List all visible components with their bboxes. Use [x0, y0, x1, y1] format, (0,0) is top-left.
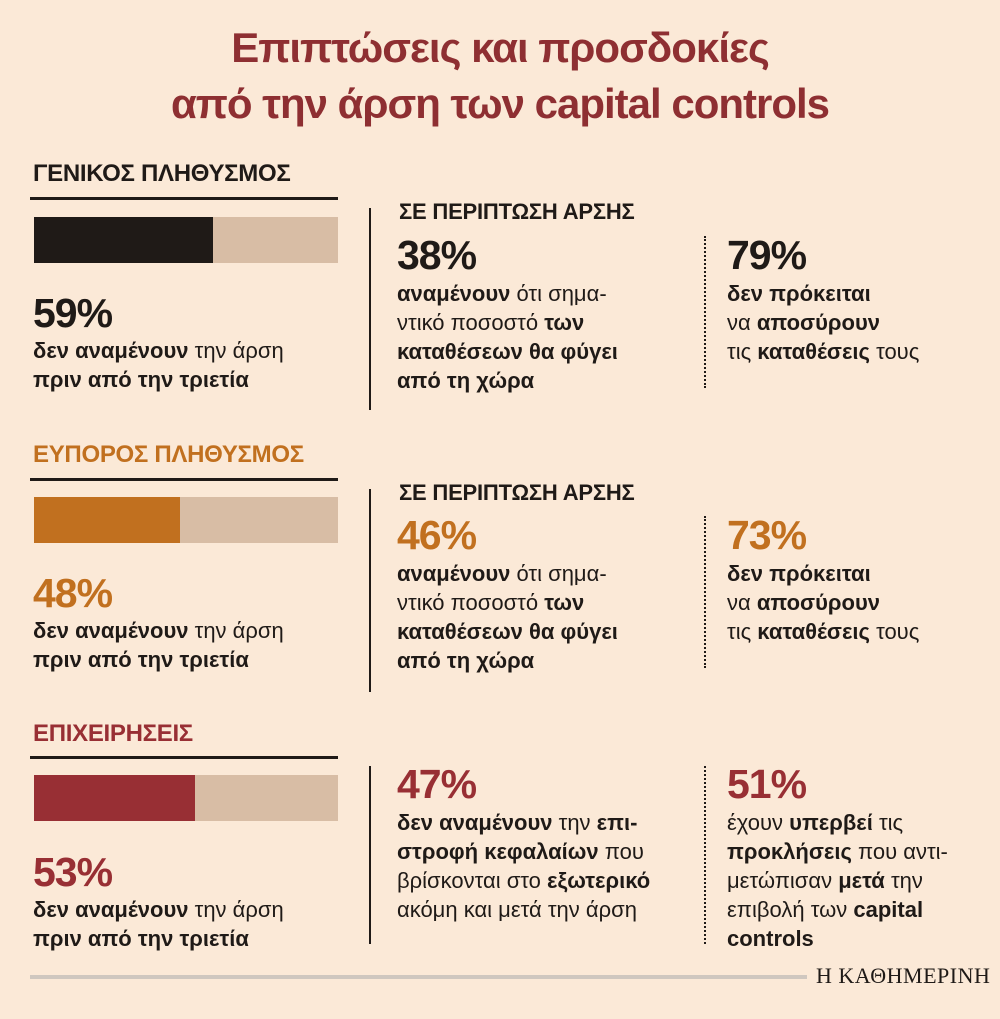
bar-track-business [34, 775, 338, 821]
right-text-general-line-1: δεν πρόκειται [727, 281, 871, 306]
section-heading-wealthy: ΕΥΠΟΡΟΣ ΠΛΗΘΥΣΜΟΣ [33, 441, 304, 468]
right-text-business-line-1: έχουν υπερβεί τις [727, 810, 904, 835]
mid-text-wealthy-line-1: αναμένουν ότι σημα- [397, 561, 607, 586]
bar-track-wealthy [34, 497, 338, 543]
mid-text-wealthy-line-4: από τη χώρα [397, 648, 535, 673]
section-rule-wealthy [30, 478, 338, 481]
divider-solid-business [369, 766, 371, 944]
divider-solid-wealthy [369, 489, 371, 692]
bar-caption-general-line-1: δεν αναμένουν την άρση [33, 338, 284, 363]
mid-text-general-line-4: από τη χώρα [397, 368, 535, 393]
mid-text-business-line-3: βρίσκονται στο εξωτερικό [397, 868, 651, 893]
right-text-business-line-2: προκλήσεις που αντι- [727, 839, 948, 864]
section-heading-general: ΓΕΝΙΚΟΣ ΠΛΗΘΥΣΜΟΣ [33, 160, 291, 187]
page-title-line-2: από την άρση των capital controls [170, 80, 830, 127]
divider-dotted-business [704, 766, 706, 944]
bar-value-business: 53% [33, 849, 113, 895]
mid-text-general-line-2: ντικό ποσοστό των [397, 310, 585, 335]
right-value-business: 51% [727, 761, 807, 807]
right-text-wealthy-line-2: να αποσύρουν [727, 590, 880, 615]
bar-fill-wealthy [34, 497, 180, 543]
mid-text-general-line-1: αναμένουν ότι σημα- [397, 281, 607, 306]
subheading-wealthy: ΣΕ ΠΕΡΙΠΤΩΣΗ ΑΡΣΗΣ [399, 480, 635, 505]
bar-value-general: 59% [33, 290, 113, 336]
right-text-general-line-3: τις καταθέσεις τους [727, 339, 920, 364]
bar-caption-wealthy-line-1: δεν αναμένουν την άρση [33, 618, 284, 643]
mid-text-wealthy-line-3: καταθέσεων θα φύγει [397, 619, 618, 644]
page-title-line-1: Επιπτώσεις και προσδοκίες [231, 24, 770, 71]
mid-text-business-line-1: δεν αναμένουν την επι- [397, 810, 638, 835]
divider-dotted-wealthy [704, 516, 706, 668]
right-text-business-line-4: επιβολή των capital [727, 897, 924, 922]
subheading-general: ΣΕ ΠΕΡΙΠΤΩΣΗ ΑΡΣΗΣ [399, 199, 635, 224]
right-text-business-line-3: μετώπισαν μετά την [727, 868, 923, 893]
right-text-general-line-2: να αποσύρουν [727, 310, 880, 335]
mid-text-business-line-2: στροφή κεφαλαίων που [397, 839, 644, 864]
right-value-wealthy: 73% [727, 512, 807, 558]
divider-solid-general [369, 208, 371, 410]
right-text-wealthy-line-3: τις καταθέσεις τους [727, 619, 920, 644]
mid-text-wealthy-line-2: ντικό ποσοστό των [397, 590, 585, 615]
mid-text-general-line-3: καταθέσεων θα φύγει [397, 339, 618, 364]
mid-value-general: 38% [397, 232, 477, 278]
bar-fill-general [34, 217, 214, 263]
bar-caption-wealthy-line-2: πριν από την τριετία [33, 647, 249, 672]
mid-value-wealthy: 46% [397, 512, 477, 558]
right-value-general: 79% [727, 232, 807, 278]
mid-value-business: 47% [397, 761, 477, 807]
bar-caption-general-line-2: πριν από την τριετία [33, 367, 249, 392]
right-text-business-line-5: controls [727, 926, 814, 951]
section-heading-business: ΕΠΙΧΕΙΡΗΣΕΙΣ [33, 720, 193, 747]
bar-fill-business [34, 775, 196, 821]
right-text-wealthy-line-1: δεν πρόκειται [727, 561, 871, 586]
section-rule-general [30, 197, 338, 200]
bar-caption-business-line-1: δεν αναμένουν την άρση [33, 897, 284, 922]
bar-caption-business-line-2: πριν από την τριετία [33, 926, 249, 951]
mid-text-business-line-4: ακόμη και μετά την άρση [397, 897, 637, 922]
publisher-logo: Η ΚΑΘΗΜΕΡΙΝΗ [816, 963, 991, 988]
bar-track-general [34, 217, 338, 263]
footer-rule [30, 975, 807, 979]
section-rule-business [30, 756, 338, 759]
divider-dotted-general [704, 236, 706, 388]
bar-value-wealthy: 48% [33, 570, 113, 616]
